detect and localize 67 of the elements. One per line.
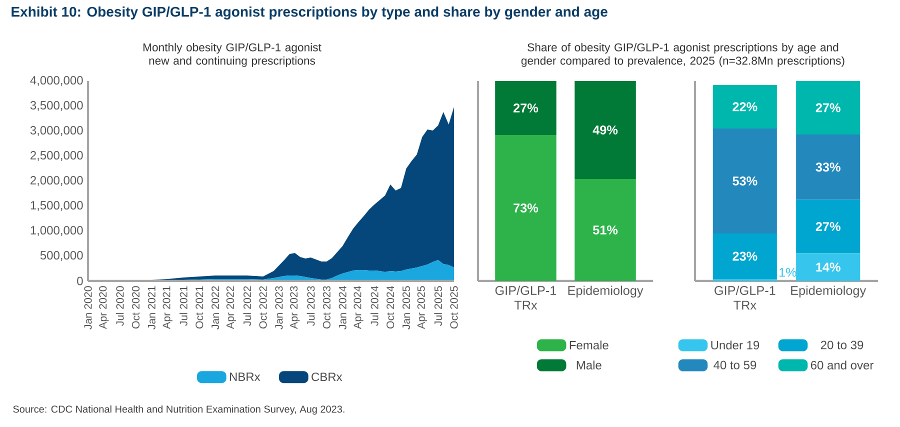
chart-subtitle: Monthly obesity GIP/GLP-1 agonist new and continuing prescriptions [143,43,322,67]
y-tick-label: 3,500,000 [30,101,83,111]
chart-title: Exhibit 10: Obesity GIP/GLP-1 agonist prescriptions by type and share by gender and age [12,6,608,20]
y-tick-label: 1,500,000 [30,201,83,211]
x-tick-label: Oct 2025 [450,286,458,328]
x-tick-label: Oct 2022 [259,286,267,328]
x-tick-label: Epidemiology [568,286,644,298]
data-label: 14% [816,262,840,272]
legend-label: 60 and over [810,360,874,370]
y-tick-label: 500,000 [40,251,83,261]
x-tick-label: Jan 2023 [275,286,283,330]
y-tick-label: 1,000,000 [30,226,83,236]
bar [796,200,860,254]
bar [712,128,777,234]
y-tick-label: 4,000,000 [30,76,83,86]
x-tick-label: Apr 2021 [162,286,172,329]
bar [712,233,777,280]
x-tick-label: Jan 2021 [148,286,156,330]
y-tick-label: 0 [77,276,83,286]
y-tick-label: 2,500,000 [30,151,83,161]
x-tick-label: Oct 2024 [386,286,394,328]
data-label: 51% [592,226,618,234]
x-tick-label: Jul 2020 [116,286,124,326]
bar [796,253,860,281]
x-tick-label: Oct 2020 [132,286,140,328]
legend-label: Female [570,340,608,350]
x-tick-label: Jan 2020 [84,286,92,330]
x-tick-label: Apr 2025 [417,286,427,329]
x-tick-label: Jul 2025 [434,286,442,326]
bar [796,81,860,134]
x-tick-label: Jul 2023 [306,286,315,326]
x-tick-label: Jan 2022 [212,286,220,330]
data-label: 27% [816,103,840,112]
data-label: 23% [732,252,758,261]
x-tick-label: Jul 2021 [180,286,188,326]
data-label: 33% [816,162,840,172]
legend-label: Male [576,360,602,370]
x-tick-label: Epidemiology [791,286,866,298]
source-note: Source: CDC National Health and Nutrition Examination Survey, Aug 2023. [13,405,344,415]
data-label: 73% [514,204,538,212]
x-tick-label: Jan 2025 [402,286,410,330]
data-label: 27% [513,104,538,112]
x-tick-label: Apr 2023 [290,286,300,329]
legend-label: 40 to 59 [714,360,756,370]
x-tick-label: GIP/GLP-1 TRx [714,286,776,310]
x-tick-label: Jan 2024 [338,286,346,330]
x-tick-label: Apr 2024 [354,286,364,329]
x-tick-label: Oct 2023 [322,286,330,328]
legend-label: Under 19 [711,340,760,350]
data-label: 53% [732,176,758,186]
legend-label: CBRx [312,372,342,382]
legend-label: 20 to 39 [820,340,864,350]
x-tick-label: Jul 2024 [370,286,378,326]
bar [712,84,777,129]
bar [796,134,860,200]
x-tick-label: Apr 2022 [226,286,236,329]
y-tick-label: 3,000,000 [30,126,83,136]
text: Share of obesity GIP/GLP-1 agonist prescriptions by age and gender compared to prevalence, 2025 (n=32.8Mn prescriptions) [521,43,844,67]
x-tick-label: Oct 2021 [196,286,204,328]
y-tick-label: 2,000,000 [30,176,83,186]
data-label: 49% [592,126,618,134]
x-tick-label: Apr 2020 [99,286,109,329]
data-label: 22% [732,102,758,112]
legend-label: NBRx [230,372,260,381]
data-label: 27% [816,222,840,232]
x-tick-label: Jul 2022 [243,286,252,326]
x-tick-label: GIP/GLP-1 TRx [495,286,556,310]
